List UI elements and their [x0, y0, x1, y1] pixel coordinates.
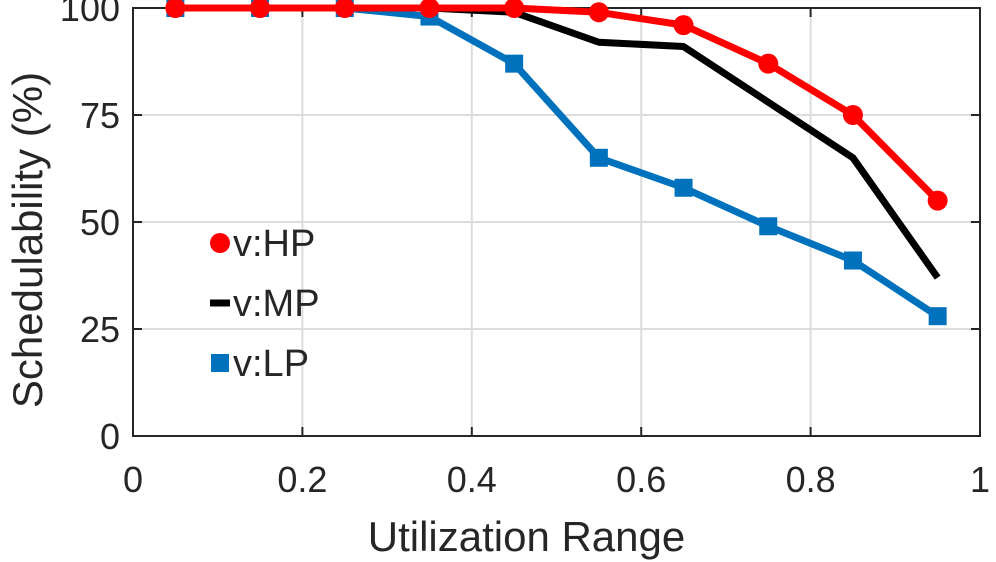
x-tick-label: 1	[970, 459, 990, 500]
data-point	[589, 148, 608, 167]
data-point	[759, 217, 778, 236]
data-point	[674, 178, 693, 197]
data-point	[588, 2, 609, 23]
legend-marker	[210, 233, 230, 253]
y-tick-label: 100	[60, 0, 120, 29]
x-tick-label: 0.4	[447, 459, 497, 500]
legend-item: v:MP	[210, 283, 320, 325]
x-tick-label: 0.6	[616, 459, 666, 500]
x-tick-label: 0.2	[277, 459, 327, 500]
series-v-lp	[166, 0, 947, 326]
y-axis-title: Schedulability (%)	[4, 72, 51, 408]
data-point	[250, 0, 271, 18]
data-point	[842, 105, 863, 125]
data-point	[673, 15, 694, 36]
x-tick-label: 0.8	[786, 459, 836, 500]
series-group	[165, 0, 948, 326]
legend-marker	[211, 354, 229, 372]
data-point	[419, 0, 440, 18]
series-line	[175, 4, 941, 204]
data-point	[504, 0, 525, 18]
data-point	[927, 190, 948, 211]
series-line	[175, 4, 940, 320]
data-point	[843, 251, 862, 270]
legend-label: v:MP	[233, 283, 320, 325]
y-tick-label: 75	[80, 95, 120, 136]
x-tick-label: 0	[123, 459, 143, 500]
x-axis-title: Utilization Range	[368, 513, 686, 560]
series-v-hp	[165, 0, 948, 211]
data-point	[928, 307, 947, 326]
legend-item: v:HP	[210, 223, 315, 265]
legend-label: v:HP	[233, 223, 315, 265]
axis-ticks: 0 0.2 0.4 0.6 0.8 1 0 25 50 75 100	[60, 0, 990, 500]
data-point	[165, 0, 186, 18]
y-tick-label: 25	[80, 309, 120, 350]
legend-label: v:LP	[233, 343, 309, 385]
legend: v:HP v:MP v:LP	[210, 223, 320, 385]
legend-item: v:LP	[211, 343, 309, 385]
data-point	[758, 53, 779, 74]
data-point	[334, 0, 355, 18]
data-point	[505, 54, 524, 73]
y-tick-label: 50	[80, 202, 120, 243]
y-tick-label: 0	[100, 416, 120, 457]
